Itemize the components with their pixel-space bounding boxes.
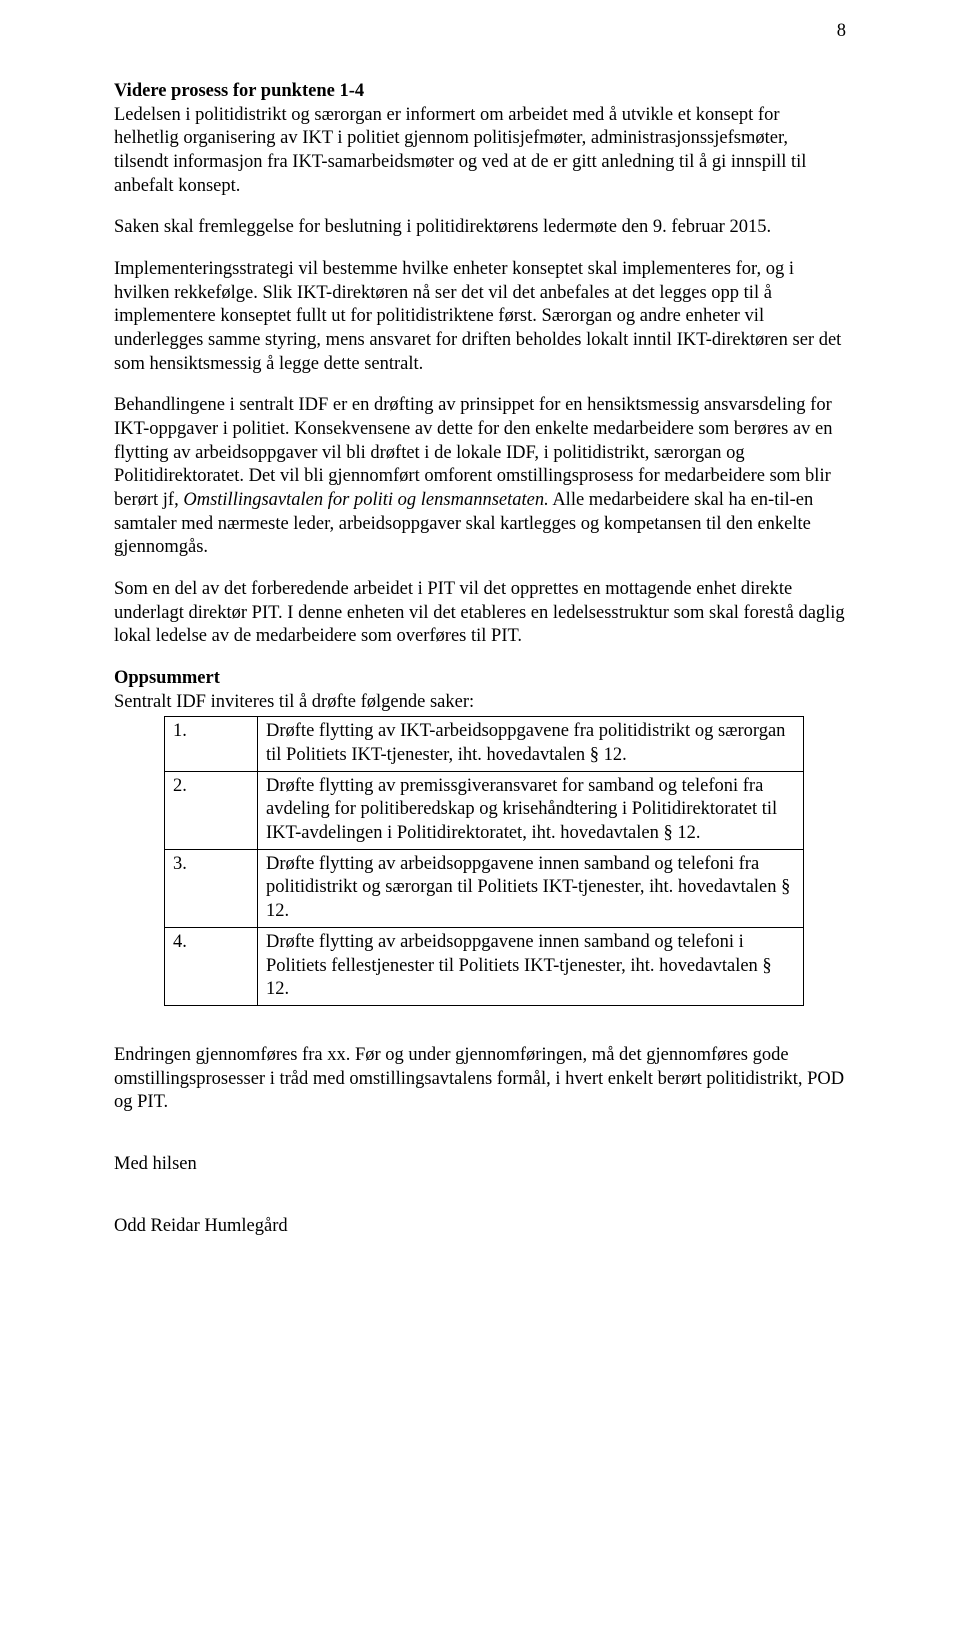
table-cell-number: 4. (165, 927, 258, 1005)
table-row: 4.Drøfte flytting av arbeidsoppgavene in… (165, 927, 804, 1005)
page-number: 8 (837, 20, 846, 44)
document-page: 8 Videre prosess for punktene 1-4 Ledels… (0, 0, 960, 1646)
table-cell-number: 1. (165, 717, 258, 771)
summary-intro: Sentralt IDF inviteres til å drøfte følg… (114, 691, 846, 715)
paragraph: Ledelsen i politidistrikt og særorgan er… (114, 104, 846, 199)
table-cell-text: Drøfte flytting av IKT-arbeidsoppgavene … (258, 717, 804, 771)
table-row: 3.Drøfte flytting av arbeidsoppgavene in… (165, 849, 804, 927)
table-cell-number: 3. (165, 849, 258, 927)
summary-table: 1.Drøfte flytting av IKT-arbeidsoppgaven… (164, 716, 804, 1005)
paragraph: Som en del av det forberedende arbeidet … (114, 578, 846, 649)
signature-name: Odd Reidar Humlegård (114, 1215, 846, 1239)
salutation: Med hilsen (114, 1153, 846, 1177)
table-cell-number: 2. (165, 771, 258, 849)
paragraph-italic: Omstillingsavtalen for politi og lensman… (183, 490, 548, 510)
table-row: 2.Drøfte flytting av premissgiveransvare… (165, 771, 804, 849)
section-title-summary: Oppsummert (114, 667, 846, 691)
table-cell-text: Drøfte flytting av arbeidsoppgavene inne… (258, 849, 804, 927)
paragraph: Implementeringsstrategi vil bestemme hvi… (114, 258, 846, 376)
table-cell-text: Drøfte flytting av premissgiveransvaret … (258, 771, 804, 849)
table-cell-text: Drøfte flytting av arbeidsoppgavene inne… (258, 927, 804, 1005)
paragraph: Behandlingene i sentralt IDF er en drøft… (114, 394, 846, 560)
section-title-process: Videre prosess for punktene 1-4 (114, 80, 846, 104)
closing-paragraph: Endringen gjennomføres fra xx. Før og un… (114, 1044, 846, 1115)
table-row: 1.Drøfte flytting av IKT-arbeidsoppgaven… (165, 717, 804, 771)
paragraph: Saken skal fremleggelse for beslutning i… (114, 216, 846, 240)
